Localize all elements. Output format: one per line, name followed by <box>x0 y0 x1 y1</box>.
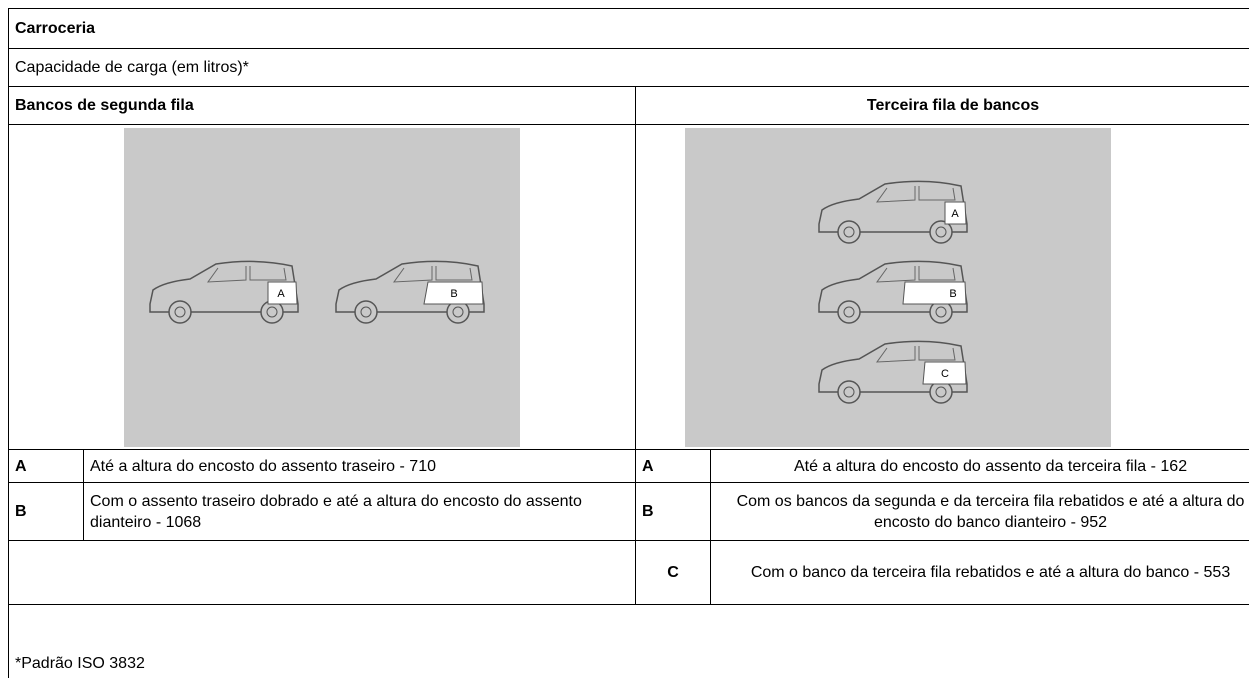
column-header: Bancos de segunda fila <box>8 86 636 125</box>
subtitle: Capacidade de carga (em litros)* <box>8 48 1249 87</box>
row-text: Até a altura do encosto do assento da te… <box>709 449 1249 483</box>
car: B <box>818 260 968 324</box>
row-text: Com o assento traseiro dobrado e até a a… <box>83 482 636 541</box>
image-cell: A B C <box>634 124 1249 450</box>
cargo-label: C <box>941 368 949 380</box>
right-illustration: A B C <box>685 127 1111 447</box>
footnote: *Padrão ISO 3832 <box>8 604 1249 678</box>
row-key: C <box>635 540 711 605</box>
row-key: B <box>8 482 84 541</box>
column-header: Terceira fila de bancos <box>634 86 1249 125</box>
car: B <box>335 260 485 324</box>
spec-table: Carroceria Capacidade de carga (em litro… <box>8 8 1249 678</box>
cargo-label: A <box>951 208 959 220</box>
car: C <box>818 340 968 404</box>
row-text: Até a altura do encosto do assento trase… <box>83 449 636 483</box>
image-cell: A B <box>8 124 636 450</box>
image-background <box>685 127 1111 447</box>
cargo-label: B <box>949 288 956 300</box>
car: A <box>818 180 968 244</box>
row-text: Com o banco da terceira fila rebatidos e… <box>709 540 1249 605</box>
row-text: Com os bancos da segunda e da terceira f… <box>709 482 1249 541</box>
table-wrap: Carroceria Capacidade de carga (em litro… <box>8 8 1249 678</box>
left-illustration: A B <box>124 127 520 447</box>
row-key: A <box>635 449 711 483</box>
car: A <box>149 260 299 324</box>
empty-cell <box>8 540 636 605</box>
title: Carroceria <box>8 8 1249 49</box>
row-key: B <box>635 482 711 541</box>
cargo-label: A <box>277 288 285 300</box>
row-key: A <box>8 449 84 483</box>
cargo-label: B <box>450 288 457 300</box>
